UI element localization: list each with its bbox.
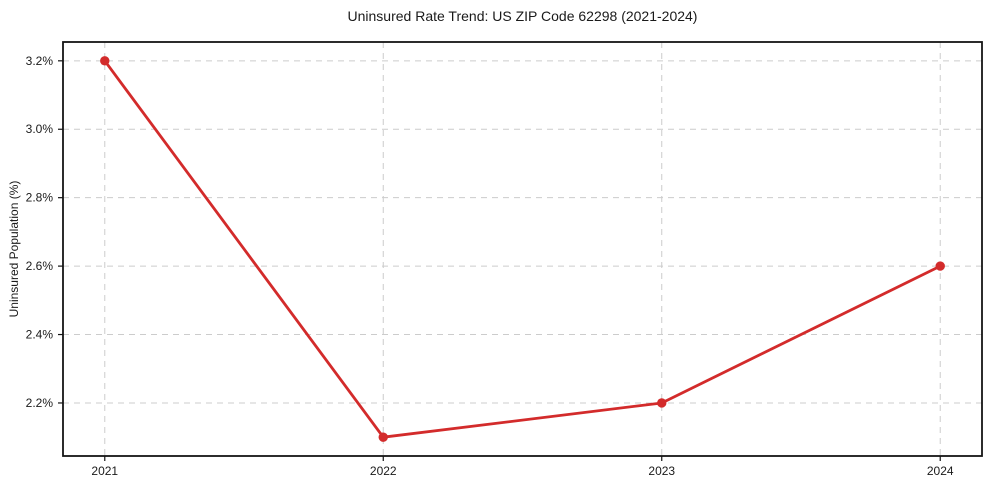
x-tick-label: 2023	[648, 464, 675, 478]
plot-frame	[62, 41, 983, 457]
y-tick-label: 2.2%	[26, 396, 54, 410]
x-tick-label: 2021	[91, 464, 118, 478]
data-point-2023	[657, 398, 667, 408]
y-tick-label: 2.4%	[26, 328, 54, 342]
y-tick-label: 2.6%	[26, 259, 54, 273]
trend-line	[103, 59, 942, 439]
x-tick-label: 2022	[370, 464, 397, 478]
data-point-2024	[935, 261, 945, 271]
data-point-2022	[378, 432, 388, 442]
y-tick-label: 2.8%	[26, 191, 54, 205]
y-tick-label: 3.0%	[26, 122, 54, 136]
chart-title: Uninsured Rate Trend: US ZIP Code 62298 …	[347, 8, 698, 24]
y-tick-label: 3.2%	[26, 54, 54, 68]
x-tick-label: 2024	[927, 464, 954, 478]
data-point-2021	[100, 56, 110, 66]
